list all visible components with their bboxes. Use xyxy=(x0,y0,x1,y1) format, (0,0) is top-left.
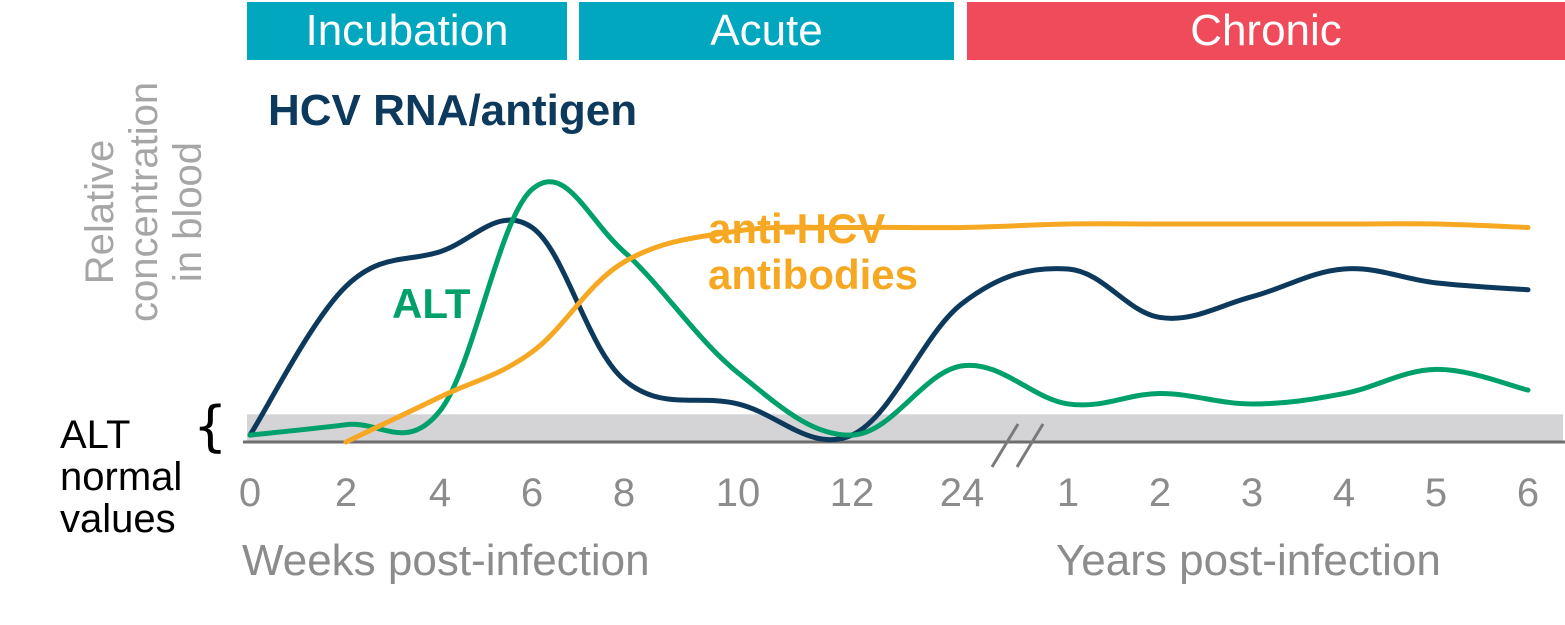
series-line-hcv-rna-antigen xyxy=(247,217,1531,443)
y-axis-label-line: Relative xyxy=(78,139,122,285)
x-tick-label: 3 xyxy=(1241,471,1263,515)
alt-normal-band xyxy=(247,414,1563,442)
x-tick-label: 0 xyxy=(239,471,261,515)
x-axis-title-weeks: Weeks post-infection xyxy=(242,536,650,585)
y-axis-label-line: concentration xyxy=(122,81,166,322)
x-tick-label: 4 xyxy=(429,471,451,515)
x-tick-label: 4 xyxy=(1333,471,1355,515)
x-tick-label: 5 xyxy=(1425,471,1447,515)
x-tick-label: 6 xyxy=(521,471,543,515)
phase-acute: Acute xyxy=(579,2,954,60)
x-tick-label: 1 xyxy=(1057,471,1079,515)
x-tick-label: 12 xyxy=(830,471,875,515)
alt-normal-line: normal xyxy=(60,455,183,499)
x-tick-label: 10 xyxy=(716,471,761,515)
series-label-alt: ALT xyxy=(392,280,471,327)
x-tick-label: 24 xyxy=(940,471,985,515)
series-line-anti-hcv-antibodies xyxy=(343,221,1531,445)
alt-normal-values-label: ALT normal values xyxy=(60,414,182,540)
series-line-alt xyxy=(247,179,1531,438)
series-label-anti-line: antibodies xyxy=(708,251,919,298)
alt-normal-line: values xyxy=(60,497,176,541)
x-tick-label: 8 xyxy=(613,471,635,515)
y-axis-label: Relative concentration in blood xyxy=(78,81,218,322)
axis-break-mark xyxy=(990,423,1045,468)
series-label-anti-line: anti-HCV xyxy=(708,205,886,252)
x-tick-label: 2 xyxy=(335,471,357,515)
y-axis-label-line: in blood xyxy=(166,141,210,283)
x-tick-label: 2 xyxy=(1149,471,1171,515)
phase-incubation: Incubation xyxy=(247,2,567,60)
alt-normal-brace: { xyxy=(193,395,228,458)
series-label-hcv: HCV RNA/antigen xyxy=(268,86,638,135)
series-label-anti-hcv: anti-HCV antibodies xyxy=(708,206,918,298)
x-axis-title-years: Years post-infection xyxy=(1056,536,1441,585)
phase-chronic: Chronic xyxy=(967,2,1565,60)
x-tick-label: 6 xyxy=(1517,471,1539,515)
alt-normal-line: ALT xyxy=(60,413,131,457)
